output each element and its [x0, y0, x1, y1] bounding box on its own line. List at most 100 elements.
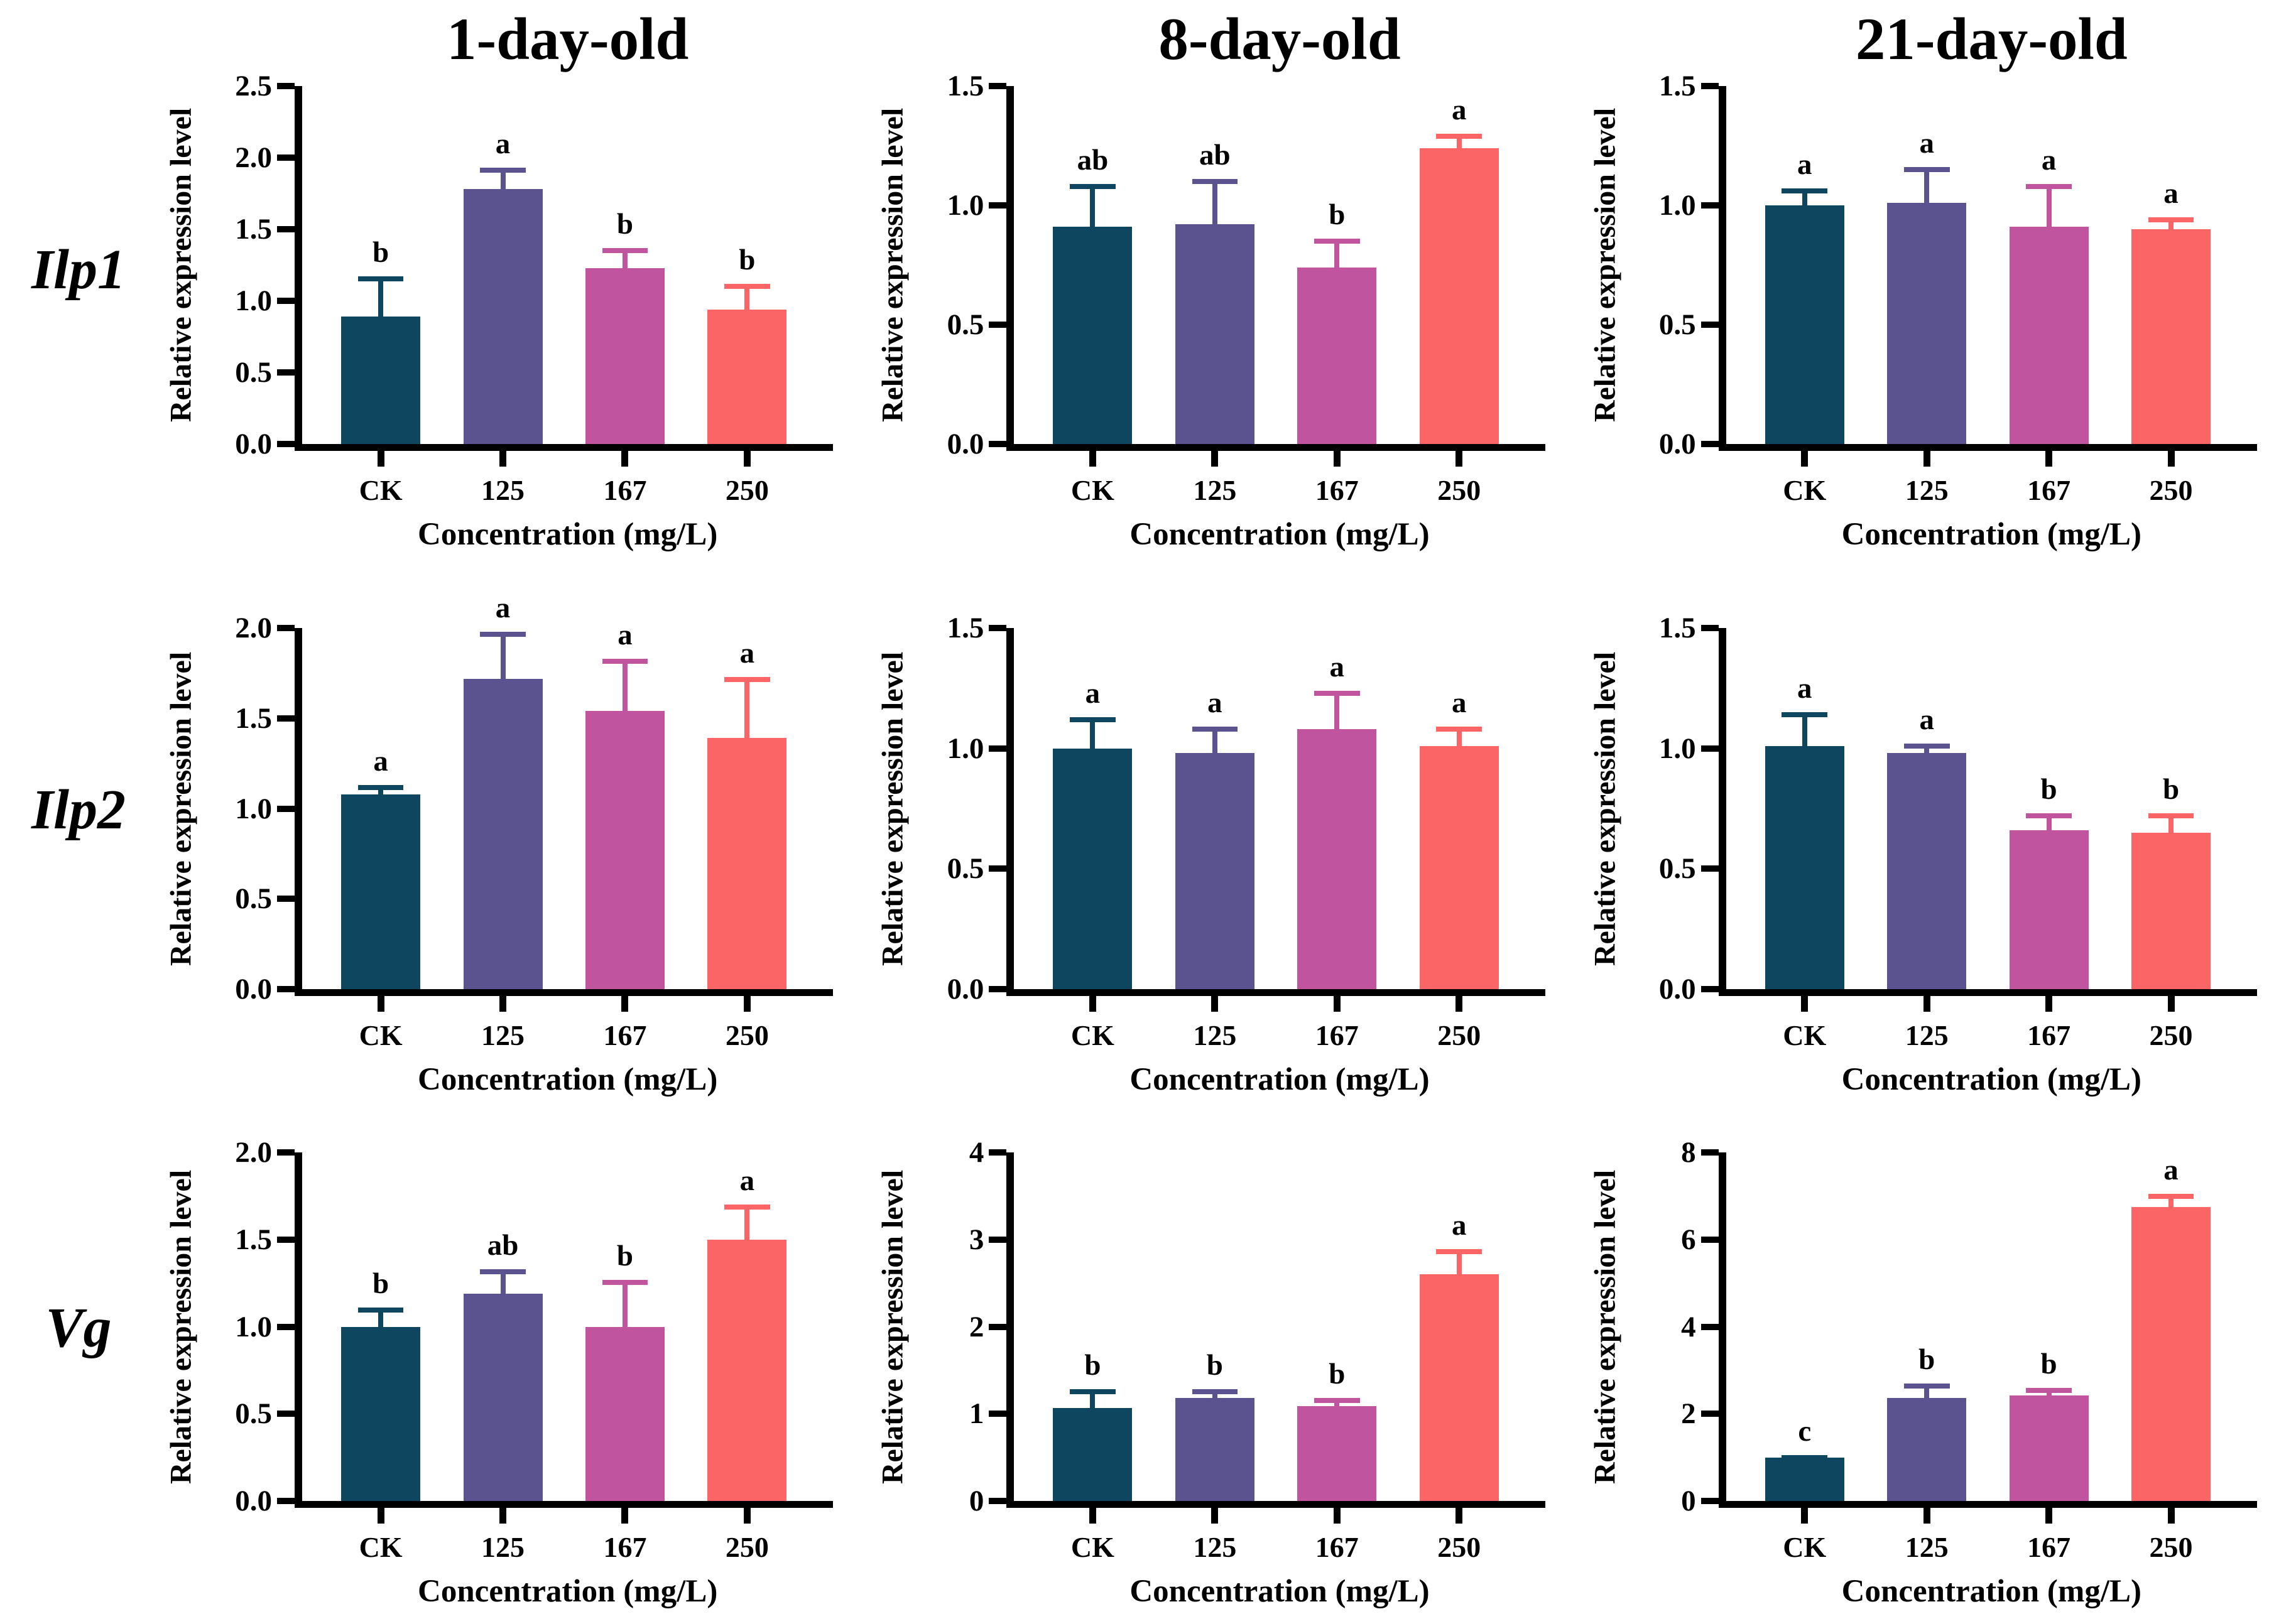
x-axis-label: Concentration (mg/L): [1129, 1574, 1430, 1609]
y-axis-label: Relative expression level: [876, 651, 910, 966]
x-tick-label: 125: [1193, 1019, 1237, 1051]
y-axis-label-column: Relative expression level: [160, 1152, 202, 1501]
significance-letter: a: [739, 636, 755, 669]
x-tick-label: CK: [1783, 1019, 1827, 1051]
x-tick: [1801, 996, 1809, 1012]
x-tick: [1089, 996, 1096, 1012]
y-tick: [1700, 83, 1719, 89]
error-bar-stem: [1456, 727, 1462, 746]
bar-125: [1887, 753, 1967, 989]
y-tick-label: 2.5: [235, 70, 272, 102]
significance-letter: a: [2041, 143, 2057, 176]
x-tick-label: CK: [1783, 1531, 1827, 1563]
plot-column: 0.0 0.5 1.0 1.5 2.0 a a a a CK 125 167 250 Concentrat…: [202, 593, 872, 1098]
y-tick: [989, 1411, 1007, 1417]
significance-letter: a: [1919, 127, 1934, 160]
error-bar-stem: [500, 167, 506, 190]
row-label-ilp1: Ilp1: [31, 239, 126, 301]
plot-column: 0.0 0.5 1.0 1.5 a a a a CK 125 167 250 Concentration…: [913, 612, 1584, 1098]
plot-area: 0.0 0.5 1.0 1.5 2.0 a a a a: [235, 593, 834, 1005]
y-tick: [1700, 1498, 1719, 1504]
chart-body: Relative expression level 0 1 2 3 4 b b b a CK 125 1…: [872, 1136, 1584, 1610]
chart-vg-21-day-old: Relative expression level 0 2 4 6 8 c b b a CK 125 1…: [1584, 1105, 2296, 1614]
y-tick-label: 2: [969, 1310, 984, 1343]
error-bar-cap: [2148, 813, 2194, 819]
bar-ck: [1765, 1457, 1844, 1501]
x-tick: [621, 451, 629, 467]
plot-column: 0.0 0.5 1.0 1.5 2.0 2.5 b a b b CK 125 167 250 Concent…: [202, 70, 872, 553]
y-tick-label: 0.0: [1658, 973, 1696, 1005]
error-bar-cap: [1782, 712, 1828, 718]
error-bar-cap: [1314, 239, 1360, 244]
error-bar-cap: [2026, 813, 2072, 819]
x-tick-label: CK: [1783, 474, 1827, 506]
chart-ilp2-8-day-old: Relative expression level 0.0 0.5 1.0 1.5 a a a…: [872, 553, 1584, 1105]
y-tick: [277, 986, 295, 992]
significance-letter: b: [739, 243, 756, 276]
error-bar-cap: [1782, 1455, 1828, 1461]
bar-250: [707, 1239, 787, 1501]
error-bar-cap: [480, 631, 526, 637]
significance-letter: b: [373, 1267, 389, 1300]
error-bar-cap: [1436, 1249, 1483, 1255]
y-tick-label: 0.0: [947, 973, 984, 1005]
error-bar-stem: [378, 276, 384, 317]
significance-letter: a: [495, 127, 511, 160]
y-tick-label: 2: [1681, 1397, 1696, 1431]
error-bar-cap: [1436, 727, 1483, 732]
x-axis-ticks: CK 125 167 250: [1014, 996, 1545, 1060]
y-tick-label: 1.0: [235, 284, 272, 317]
y-axis-label: Relative expression level: [1588, 107, 1622, 423]
bar-250: [2131, 1206, 2211, 1501]
x-tick-label: 250: [725, 1531, 769, 1563]
y-axis-label-column: Relative expression level: [1584, 86, 1626, 444]
y-tick: [989, 83, 1007, 89]
x-tick-label: CK: [1070, 474, 1114, 506]
x-tick: [1333, 996, 1341, 1012]
x-tick: [2167, 1508, 2175, 1524]
error-bar-stem: [622, 247, 628, 268]
error-bar-stem: [1212, 727, 1217, 754]
bar-250: [2131, 832, 2211, 989]
y-tick: [1700, 1411, 1719, 1417]
y-axis-label: Relative expression level: [876, 107, 910, 423]
y-tick: [1700, 1323, 1719, 1330]
error-bar-cap: [2026, 1387, 2072, 1393]
y-tick-label: 1.5: [947, 70, 984, 102]
error-bar-cap: [1903, 167, 1950, 173]
y-tick-label: 1: [969, 1397, 984, 1431]
error-bar-stem: [1924, 167, 1930, 203]
y-tick-label: 1.5: [1658, 612, 1696, 644]
x-tick: [1089, 451, 1096, 467]
y-tick: [989, 322, 1007, 328]
plot-column: 0.0 0.5 1.0 1.5 a a b b CK 125 167 250 Concentration…: [1626, 612, 2296, 1098]
error-bar-cap: [724, 1205, 770, 1210]
error-bar-stem: [500, 631, 506, 679]
error-bar-stem: [2168, 217, 2174, 229]
error-bar-cap: [1070, 183, 1116, 189]
chart-body: Relative expression level 0.0 0.5 1.0 1.5 2.0…: [160, 70, 872, 553]
y-tick: [277, 1323, 295, 1330]
x-tick-label: 250: [1437, 1531, 1481, 1563]
error-bar-cap: [1192, 179, 1238, 185]
chart-title: 8-day-old: [1158, 6, 1401, 72]
x-tick: [1089, 1508, 1096, 1524]
x-tick: [1455, 451, 1463, 467]
chart-body: Relative expression level 0 2 4 6 8 c b b a CK 125 1…: [1584, 1136, 2296, 1610]
bar-167: [2009, 227, 2089, 444]
error-bar-cap: [357, 785, 404, 791]
plot-area: 0.0 0.5 1.0 1.5 ab ab b a: [947, 70, 1545, 460]
y-tick: [989, 986, 1007, 992]
y-tick: [277, 805, 295, 812]
plot-area: 0.0 0.5 1.0 1.5 a a a a: [1659, 70, 2257, 460]
bar-167: [1297, 267, 1377, 444]
error-bar-cap: [1903, 744, 1950, 749]
bar-250: [1419, 1274, 1499, 1501]
chart-body: Relative expression level 0.0 0.5 1.0 1.5 a a b…: [1584, 612, 2296, 1098]
plot-column: 0 1 2 3 4 b b b a CK 125 167 250 Concentration (mg/L): [913, 1136, 1584, 1610]
bar-167: [2009, 1395, 2089, 1501]
x-tick: [1801, 451, 1809, 467]
error-bar-cap: [1314, 1398, 1360, 1404]
error-bar-stem: [1456, 1249, 1462, 1275]
